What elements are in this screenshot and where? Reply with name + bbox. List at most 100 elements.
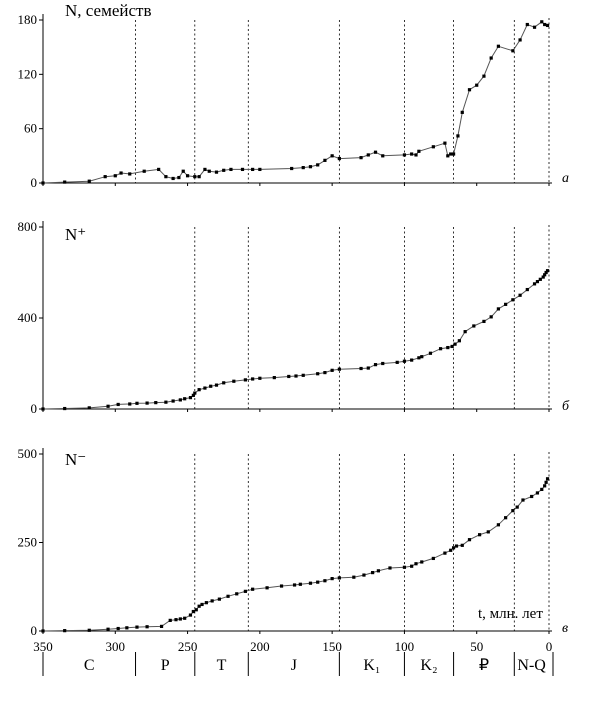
data-point <box>330 577 334 581</box>
data-point <box>504 516 508 520</box>
data-point <box>482 74 486 78</box>
data-point <box>316 580 320 584</box>
period-label: N-Q <box>517 657 546 674</box>
data-point <box>145 401 149 405</box>
data-point <box>532 25 537 29</box>
data-point <box>128 402 132 406</box>
panel-b: N⁺ б 0 400 800 <box>18 219 571 416</box>
data-point <box>456 134 460 138</box>
data-point <box>193 175 197 179</box>
data-point <box>301 166 305 170</box>
data-point <box>460 543 464 547</box>
data-point <box>496 307 500 311</box>
panel-b-letter: б <box>562 399 570 414</box>
x-tick-label: 250 <box>178 639 198 654</box>
data-point <box>232 379 236 383</box>
data-point <box>63 406 67 411</box>
data-point <box>197 175 201 179</box>
data-point <box>298 582 302 586</box>
data-point <box>414 562 418 566</box>
data-point <box>420 355 424 359</box>
data-point <box>116 626 120 631</box>
panel-a-ylabel: N, семейств <box>65 1 151 20</box>
data-point <box>540 20 544 24</box>
data-point <box>154 401 158 405</box>
data-point <box>323 371 327 375</box>
data-point <box>145 625 149 629</box>
data-point <box>308 581 313 585</box>
data-point <box>164 175 168 179</box>
data-point <box>41 629 45 633</box>
data-point <box>467 538 472 542</box>
data-point <box>103 175 107 179</box>
data-point <box>240 167 245 172</box>
data-point <box>290 166 294 171</box>
data-point <box>451 152 456 156</box>
data-point <box>330 154 334 158</box>
data-point <box>463 330 467 334</box>
data-point <box>135 625 139 629</box>
data-point <box>197 388 201 392</box>
data-point <box>525 287 529 292</box>
data-point <box>183 397 187 401</box>
data-point <box>87 179 91 183</box>
data-point <box>222 168 226 172</box>
data-point <box>545 269 550 273</box>
data-point <box>203 386 207 390</box>
data-point <box>352 575 356 579</box>
y-tick-label: 180 <box>18 12 38 27</box>
data-point <box>178 617 182 621</box>
data-point <box>63 629 67 633</box>
data-point <box>518 38 522 42</box>
data-point <box>337 156 341 161</box>
data-point <box>204 601 208 605</box>
data-point <box>543 484 547 488</box>
data-point <box>229 167 233 172</box>
y-tick-label: 0 <box>31 401 38 416</box>
data-point <box>521 498 525 502</box>
data-point <box>414 153 418 157</box>
data-point <box>251 587 255 591</box>
data-point <box>177 175 181 180</box>
data-point <box>207 169 211 173</box>
data-point <box>428 351 433 355</box>
data-point <box>395 360 399 364</box>
data-point <box>410 358 414 362</box>
data-point <box>457 339 461 343</box>
data-point <box>460 110 464 114</box>
data-point <box>188 613 193 617</box>
panel-c-ylabel: N⁻ <box>65 450 86 469</box>
data-point <box>359 156 363 160</box>
x-tick-label: 0 <box>546 639 553 654</box>
data-point <box>209 384 213 388</box>
data-point <box>323 579 327 583</box>
panel-a: N, семейств а 0 60 120 180 <box>18 1 570 190</box>
data-point <box>518 293 522 297</box>
data-point <box>308 165 313 169</box>
data-point <box>504 302 508 306</box>
data-point <box>337 367 341 371</box>
data-point <box>446 345 450 350</box>
data-point <box>366 153 370 157</box>
x-tick-label: 200 <box>250 639 270 654</box>
data-point <box>142 169 146 173</box>
data-point <box>467 88 472 92</box>
data-point <box>316 372 320 376</box>
data-point <box>301 373 305 377</box>
data-point <box>449 548 453 552</box>
x-tick-label: 350 <box>33 639 53 654</box>
data-point <box>294 374 298 378</box>
period-label: J <box>291 657 297 674</box>
data-point <box>203 167 207 172</box>
x-tick-label: 300 <box>106 639 126 654</box>
data-point <box>87 628 91 632</box>
data-point <box>106 404 110 408</box>
panel-b-ylabel: N⁺ <box>65 225 86 244</box>
y-tick-label: 60 <box>24 121 37 136</box>
period-label: ₽ <box>479 657 489 674</box>
data-point <box>214 383 219 387</box>
data-point <box>287 374 291 379</box>
data-point <box>217 597 221 601</box>
data-point <box>388 566 392 570</box>
